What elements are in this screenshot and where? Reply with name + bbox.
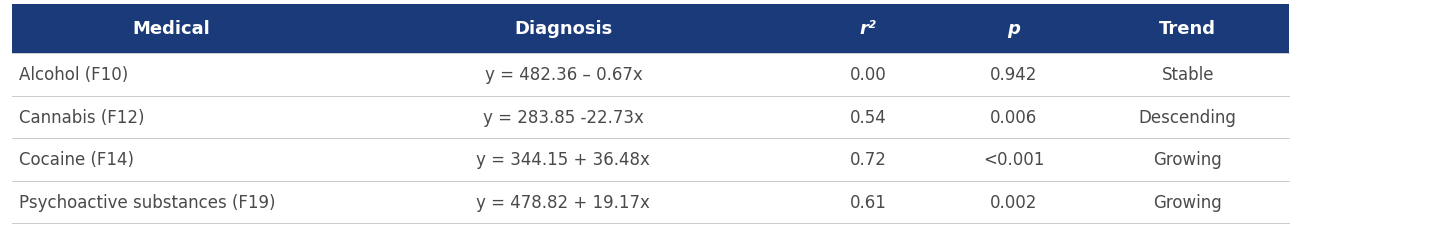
Text: y = 344.15 + 36.48x: y = 344.15 + 36.48x bbox=[476, 151, 650, 169]
Text: y = 482.36 – 0.67x: y = 482.36 – 0.67x bbox=[485, 66, 642, 84]
Text: Alcohol (F10): Alcohol (F10) bbox=[19, 66, 128, 84]
Text: 0.942: 0.942 bbox=[990, 66, 1037, 84]
Text: Growing: Growing bbox=[1153, 193, 1223, 211]
Text: p: p bbox=[1008, 20, 1019, 38]
Text: 0.72: 0.72 bbox=[849, 151, 887, 169]
Text: 0.54: 0.54 bbox=[849, 108, 887, 126]
FancyBboxPatch shape bbox=[12, 96, 1289, 139]
Text: y = 283.85 -22.73x: y = 283.85 -22.73x bbox=[484, 108, 643, 126]
Text: 0.006: 0.006 bbox=[990, 108, 1037, 126]
Text: 0.002: 0.002 bbox=[990, 193, 1037, 211]
Text: y = 478.82 + 19.17x: y = 478.82 + 19.17x bbox=[476, 193, 650, 211]
FancyBboxPatch shape bbox=[12, 181, 1289, 223]
Text: Medical: Medical bbox=[132, 20, 211, 38]
FancyBboxPatch shape bbox=[12, 54, 1289, 96]
Text: Trend: Trend bbox=[1159, 20, 1217, 38]
Text: Diagnosis: Diagnosis bbox=[514, 20, 613, 38]
FancyBboxPatch shape bbox=[12, 5, 1289, 54]
Text: Cocaine (F14): Cocaine (F14) bbox=[19, 151, 134, 169]
Text: r²: r² bbox=[860, 20, 877, 38]
Text: <0.001: <0.001 bbox=[983, 151, 1044, 169]
Text: 0.61: 0.61 bbox=[849, 193, 887, 211]
Text: Stable: Stable bbox=[1162, 66, 1214, 84]
Text: 0.00: 0.00 bbox=[849, 66, 887, 84]
FancyBboxPatch shape bbox=[12, 139, 1289, 181]
Text: Psychoactive substances (F19): Psychoactive substances (F19) bbox=[19, 193, 276, 211]
Text: Growing: Growing bbox=[1153, 151, 1223, 169]
Text: Descending: Descending bbox=[1138, 108, 1237, 126]
Text: Cannabis (F12): Cannabis (F12) bbox=[19, 108, 144, 126]
